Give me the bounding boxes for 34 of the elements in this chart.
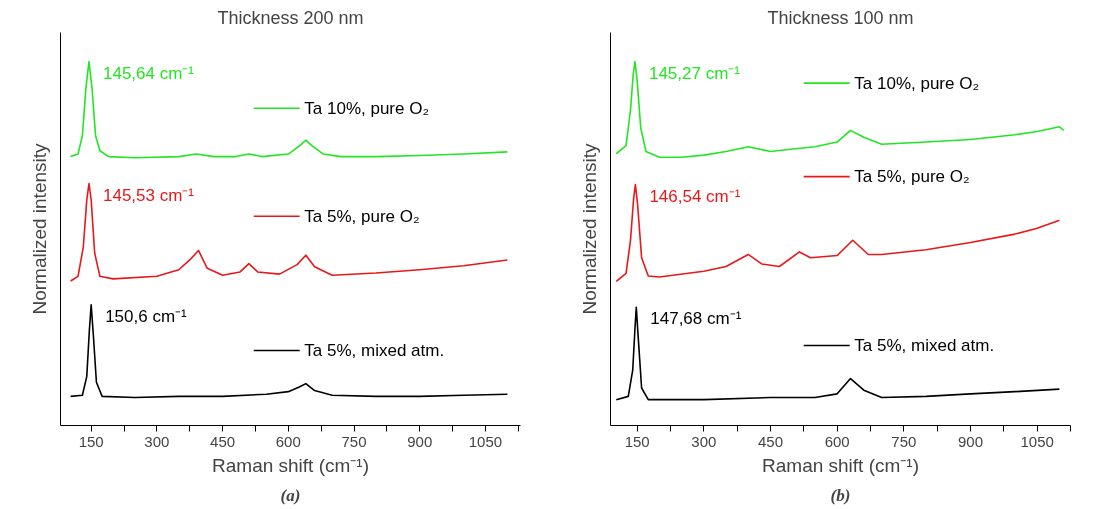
x-tick-label: 750 bbox=[341, 432, 367, 450]
y-axis-title: Normalized intensity bbox=[28, 142, 50, 315]
x-axis-title: Raman shift (cm⁻¹) bbox=[762, 454, 919, 476]
annotation: 146,54 cm⁻¹ bbox=[649, 186, 741, 206]
x-tick-label: 150 bbox=[78, 432, 104, 450]
legend-label: Ta 5%, pure O₂ bbox=[854, 167, 970, 187]
text: (a) bbox=[280, 485, 301, 505]
x-tick-label: 600 bbox=[275, 432, 301, 450]
legend-label: Ta 5%, mixed atm. bbox=[304, 341, 445, 361]
x-tick-label: 450 bbox=[757, 432, 784, 450]
annotation: 145,53 cm⁻¹ bbox=[102, 185, 195, 205]
x-tick-label: 300 bbox=[144, 432, 170, 450]
x-axis-title: Raman shift (cm⁻¹) bbox=[212, 454, 369, 476]
x-tick-label: 600 bbox=[824, 432, 850, 450]
annotation: 145,64 cm⁻¹ bbox=[102, 63, 195, 83]
x-tick-label: 1050 bbox=[468, 432, 503, 450]
chart-title: Thickness 200 nm bbox=[217, 7, 364, 28]
y-axis-title: Normalized intensity bbox=[578, 142, 600, 315]
legend-label: Ta 10%, pure O₂ bbox=[854, 73, 980, 93]
x-tick-label: 900 bbox=[407, 432, 433, 450]
x-tick-label: 450 bbox=[210, 432, 236, 450]
x-tick-label: 300 bbox=[691, 432, 717, 450]
annotation: 147,68 cm⁻¹ bbox=[650, 309, 742, 329]
legend-label: Ta 10%, pure O₂ bbox=[304, 98, 430, 118]
x-tick-label: 900 bbox=[957, 432, 984, 450]
x-tick-label: 150 bbox=[624, 432, 650, 450]
x-tick-label: 750 bbox=[891, 432, 917, 450]
legend-label: Ta 5%, mixed atm. bbox=[854, 335, 995, 355]
annotation: 150,6 cm⁻¹ bbox=[105, 306, 188, 326]
x-tick-label: 1050 bbox=[1020, 432, 1054, 450]
legend-label: Ta 5%, pure O₂ bbox=[304, 206, 420, 226]
annotation: 145,27 cm⁻¹ bbox=[648, 63, 741, 83]
text: (b) bbox=[830, 485, 851, 505]
chart-title: Thickness 100 nm bbox=[767, 7, 914, 28]
